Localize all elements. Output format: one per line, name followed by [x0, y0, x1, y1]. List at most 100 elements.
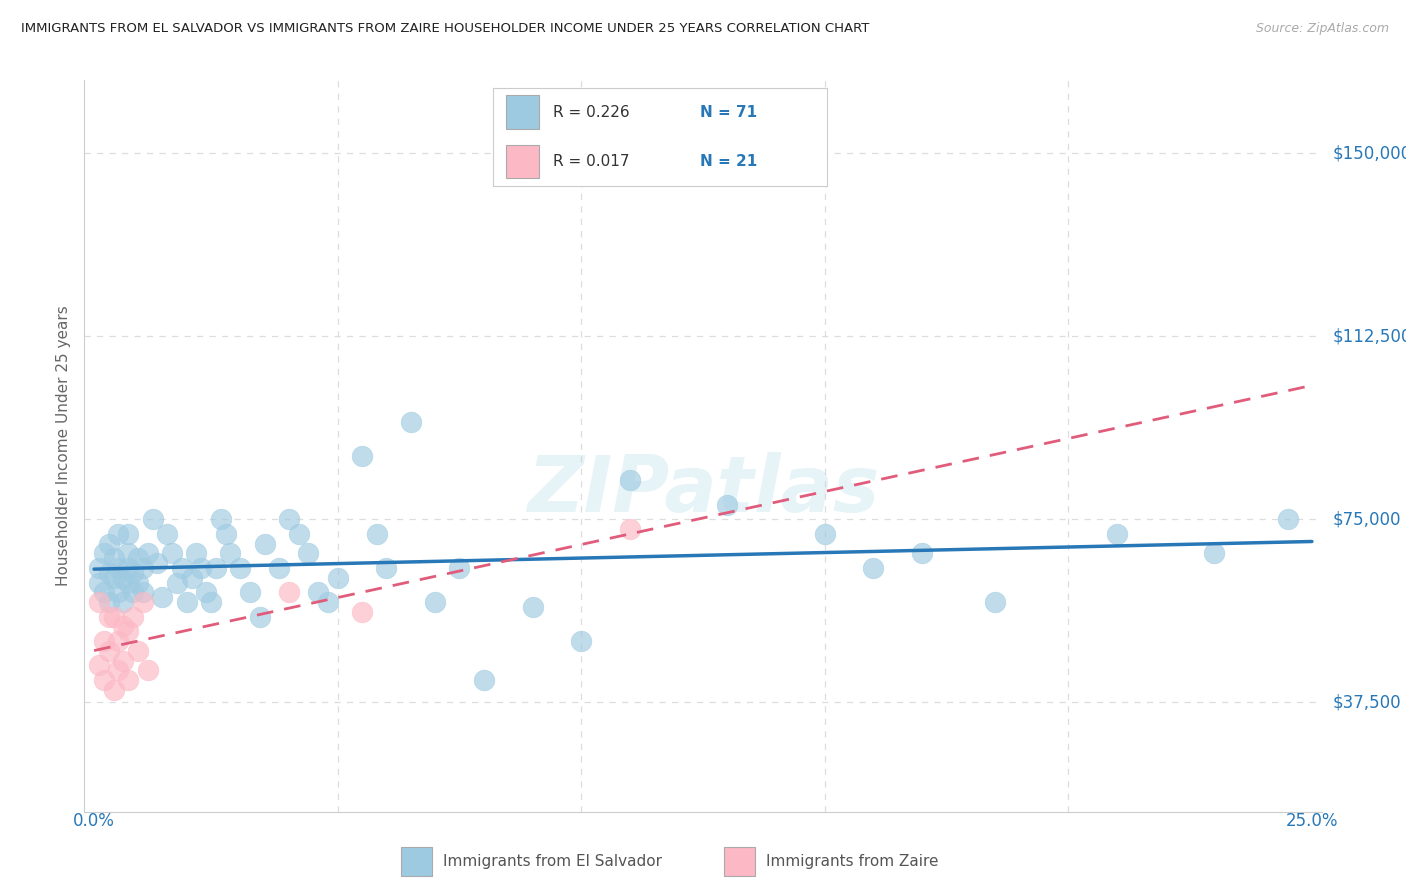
- Point: [87, 595, 110, 609]
- Point: [117, 673, 139, 687]
- Point: [97, 595, 120, 609]
- Text: $75,000: $75,000: [1333, 510, 1402, 528]
- Point: [176, 595, 198, 609]
- Text: 0.0%: 0.0%: [73, 812, 115, 830]
- Point: [136, 663, 159, 677]
- Point: [472, 673, 495, 687]
- Point: [93, 673, 115, 687]
- Point: [170, 561, 193, 575]
- Point: [132, 585, 155, 599]
- Point: [93, 546, 115, 560]
- Point: [239, 585, 262, 599]
- Point: [911, 546, 934, 560]
- Point: [127, 551, 149, 566]
- Point: [1204, 546, 1226, 560]
- Point: [180, 571, 202, 585]
- Point: [569, 634, 592, 648]
- Point: [107, 663, 129, 677]
- Point: [200, 595, 222, 609]
- Point: [150, 590, 173, 604]
- Point: [297, 546, 319, 560]
- Point: [249, 609, 271, 624]
- Point: [97, 566, 120, 580]
- Point: [127, 644, 149, 658]
- Text: IMMIGRANTS FROM EL SALVADOR VS IMMIGRANTS FROM ZAIRE HOUSEHOLDER INCOME UNDER 25: IMMIGRANTS FROM EL SALVADOR VS IMMIGRANT…: [21, 22, 869, 36]
- Point: [350, 605, 373, 619]
- Point: [127, 575, 149, 590]
- Point: [107, 561, 129, 575]
- Point: [87, 575, 110, 590]
- Point: [375, 561, 398, 575]
- Point: [253, 536, 276, 550]
- Point: [366, 526, 388, 541]
- Point: [117, 575, 139, 590]
- Point: [278, 512, 301, 526]
- Point: [166, 575, 188, 590]
- Point: [97, 644, 120, 658]
- Text: Source: ZipAtlas.com: Source: ZipAtlas.com: [1256, 22, 1389, 36]
- Point: [326, 571, 349, 585]
- Point: [103, 682, 125, 697]
- Point: [209, 512, 232, 526]
- Text: Immigrants from El Salvador: Immigrants from El Salvador: [443, 855, 662, 869]
- Text: 25.0%: 25.0%: [1285, 812, 1339, 830]
- Point: [142, 512, 165, 526]
- Point: [112, 595, 135, 609]
- Point: [350, 449, 373, 463]
- Point: [132, 561, 155, 575]
- Point: [117, 624, 139, 639]
- Point: [219, 546, 242, 560]
- Point: [195, 585, 218, 599]
- Point: [160, 546, 183, 560]
- Text: $112,500: $112,500: [1333, 327, 1406, 345]
- Point: [316, 595, 339, 609]
- Point: [103, 609, 125, 624]
- Point: [93, 634, 115, 648]
- Text: $37,500: $37,500: [1333, 693, 1402, 711]
- Point: [93, 585, 115, 599]
- Point: [117, 546, 139, 560]
- Point: [619, 522, 641, 536]
- Point: [146, 556, 169, 570]
- Point: [103, 551, 125, 566]
- Point: [107, 585, 129, 599]
- Point: [214, 526, 236, 541]
- Point: [619, 473, 641, 487]
- Point: [522, 599, 544, 614]
- Point: [122, 566, 145, 580]
- Point: [156, 526, 179, 541]
- Point: [278, 585, 301, 599]
- Point: [423, 595, 446, 609]
- Point: [97, 609, 120, 624]
- Point: [87, 658, 110, 673]
- Point: [287, 526, 309, 541]
- Point: [87, 561, 110, 575]
- Point: [1105, 526, 1128, 541]
- Point: [112, 654, 135, 668]
- Point: [269, 561, 291, 575]
- Point: [186, 546, 208, 560]
- Point: [862, 561, 884, 575]
- Point: [132, 595, 155, 609]
- Point: [814, 526, 837, 541]
- Point: [122, 609, 145, 624]
- Point: [107, 526, 129, 541]
- Point: [97, 536, 120, 550]
- Point: [117, 561, 139, 575]
- Point: [229, 561, 252, 575]
- Point: [1277, 512, 1299, 526]
- Point: [122, 585, 145, 599]
- Point: [190, 561, 212, 575]
- Point: [307, 585, 329, 599]
- Point: [112, 619, 135, 633]
- Y-axis label: Householder Income Under 25 years: Householder Income Under 25 years: [56, 306, 72, 586]
- Point: [984, 595, 1007, 609]
- Point: [112, 571, 135, 585]
- Point: [103, 571, 125, 585]
- Point: [107, 634, 129, 648]
- Text: Immigrants from Zaire: Immigrants from Zaire: [766, 855, 939, 869]
- Point: [205, 561, 228, 575]
- Point: [449, 561, 471, 575]
- Point: [716, 498, 738, 512]
- Text: $150,000: $150,000: [1333, 145, 1406, 162]
